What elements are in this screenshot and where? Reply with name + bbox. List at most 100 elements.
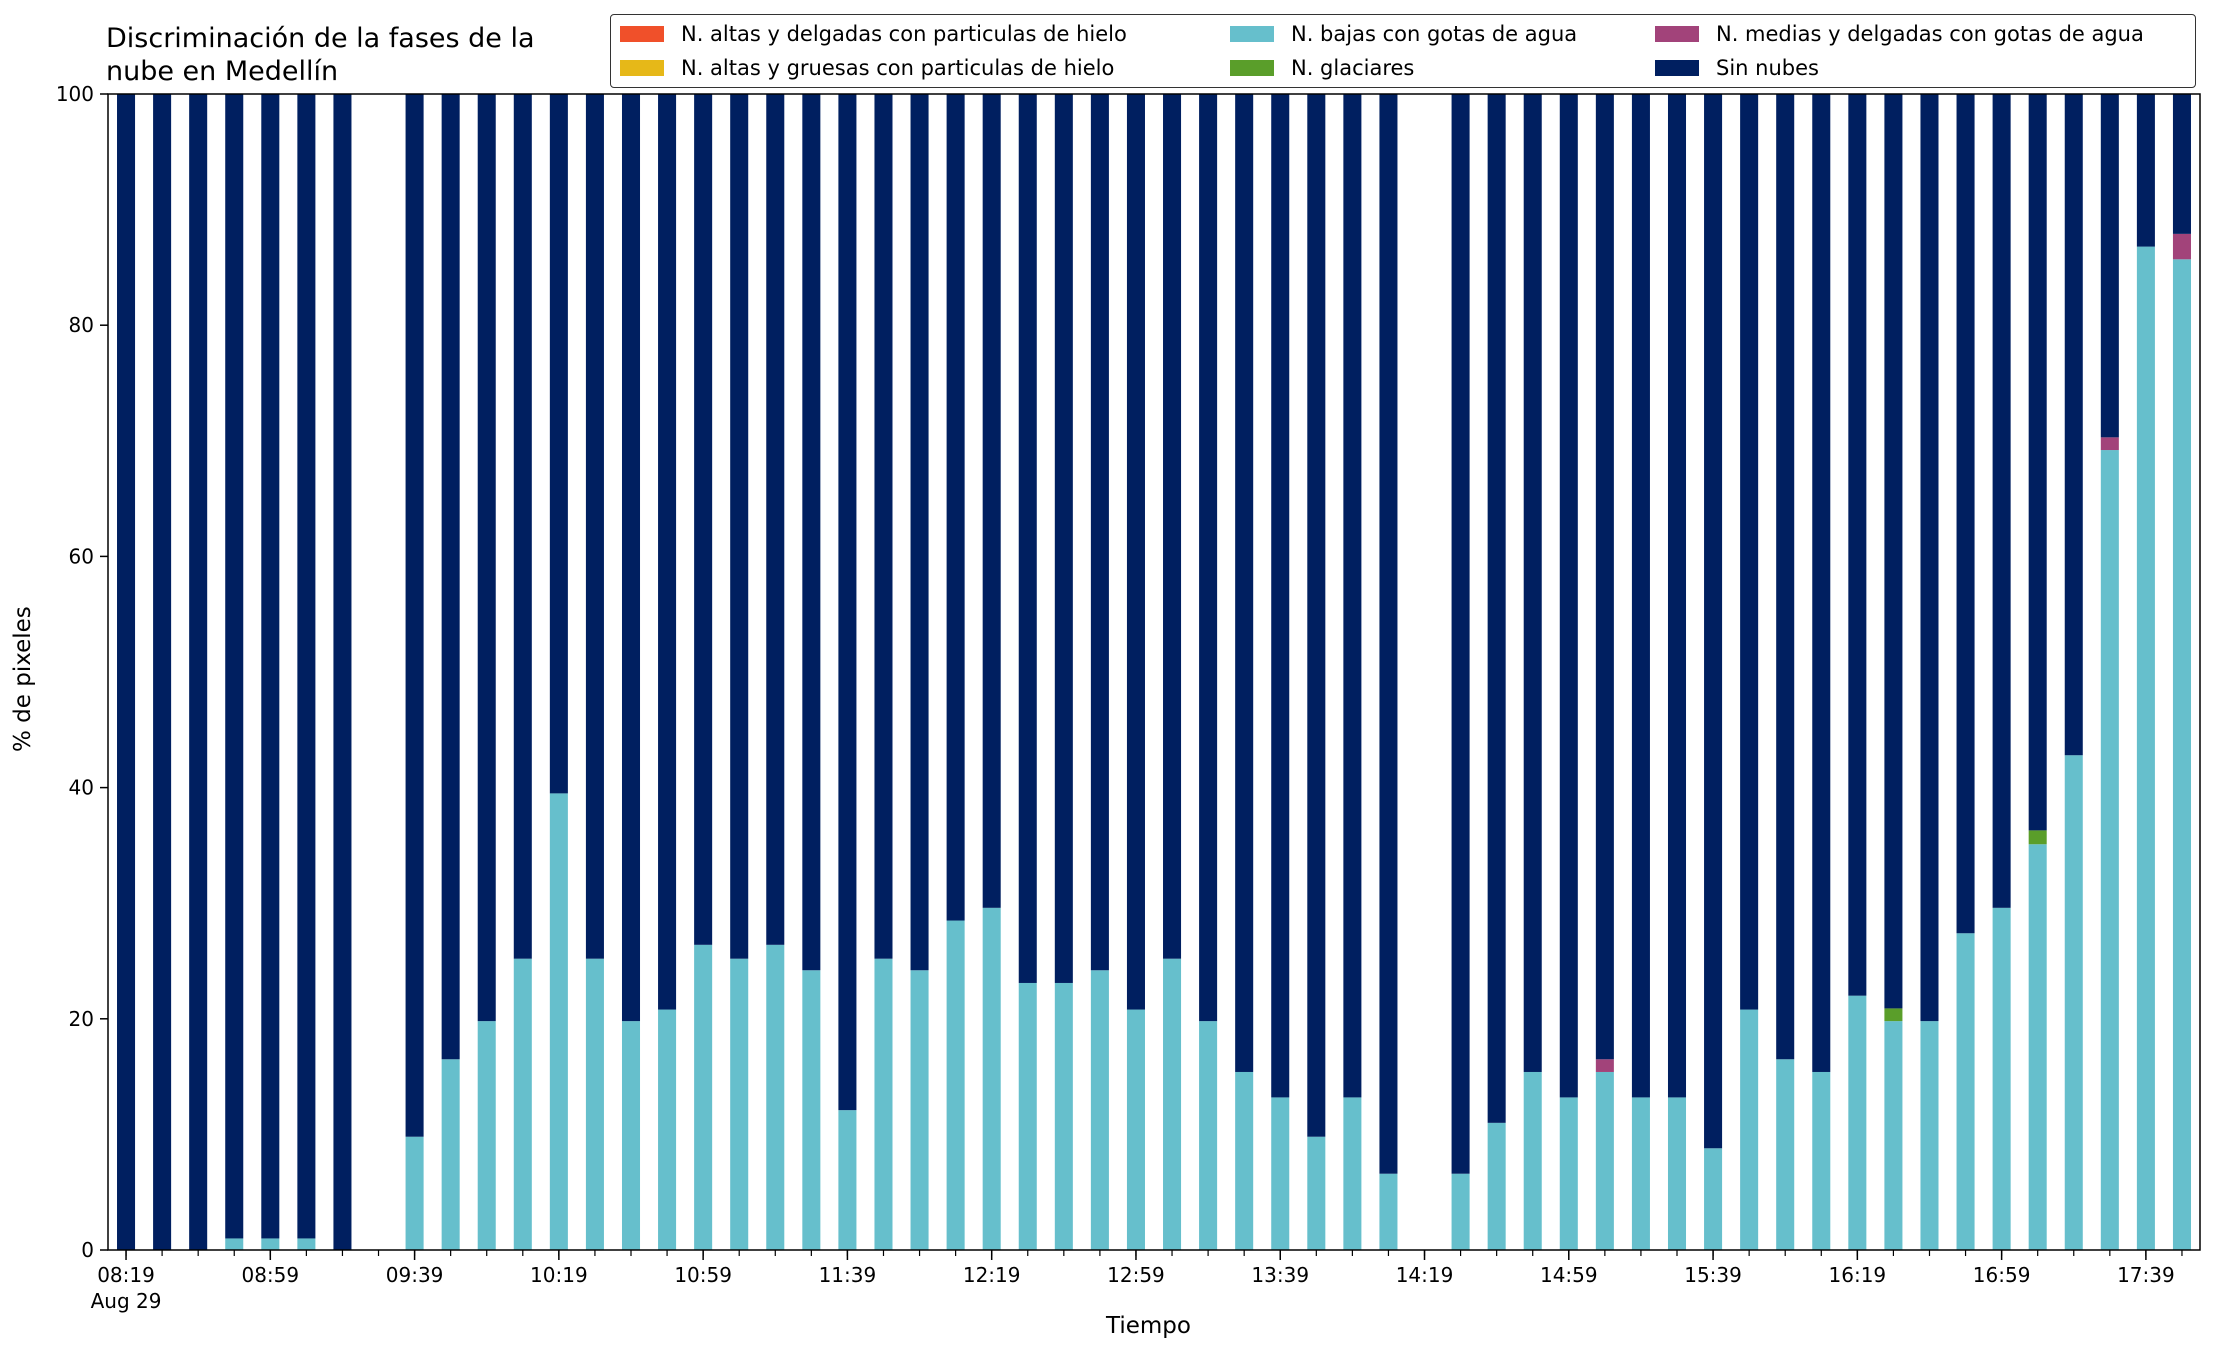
x-tick-label: 08:59	[241, 1263, 299, 1287]
legend-swatch	[1230, 60, 1274, 76]
legend: N. altas y delgadas con particulas de hi…	[610, 14, 2196, 88]
y-tick-label: 60	[69, 544, 94, 568]
bar-segment	[2172, 233, 2191, 260]
bar-segment	[1704, 1148, 1723, 1250]
x-axis: 08:19 08:59 09:39 10:19 10:59 11:39 12:19 12:59…	[91, 1250, 2183, 1313]
x-tick-label: 16:19	[1829, 1263, 1887, 1287]
x-tick-label: 11:39	[819, 1263, 877, 1287]
bar-segment	[261, 1238, 280, 1250]
y-axis-title: % de pixeles	[10, 606, 36, 752]
legend-item: N. altas y delgadas con particulas de hi…	[620, 21, 1127, 47]
bar-segment	[1487, 1122, 1506, 1250]
chart-title: Discriminación de la fases de la nube en…	[106, 22, 535, 88]
x-tick-label: 12:59	[1107, 1263, 1165, 1287]
bar-segment	[1740, 1009, 1759, 1250]
bar-segment	[2064, 755, 2083, 1250]
y-axis: 0 20 40 60 80 100	[56, 82, 108, 1262]
bar-segment	[117, 94, 136, 1250]
legend-label: N. altas y gruesas con particulas de hie…	[681, 56, 1115, 80]
bar-segment	[2172, 94, 2191, 234]
bar-segment	[694, 944, 713, 1250]
bar-segment	[477, 1021, 496, 1250]
bar-segment	[1090, 970, 1109, 1250]
bar-segment	[1163, 958, 1182, 1250]
bar-segment	[910, 970, 929, 1250]
bar-segment	[2028, 844, 2047, 1250]
bar-segment	[1920, 94, 1939, 1022]
bar-segment	[1776, 1059, 1795, 1250]
bar-segment	[1704, 94, 1723, 1149]
bar-segment	[1307, 94, 1326, 1137]
x-tick-label: 08:19	[97, 1263, 155, 1287]
bar-segment	[874, 958, 893, 1250]
bar-segment	[658, 94, 677, 1010]
legend-item: N. bajas con gotas de agua	[1230, 21, 1577, 47]
bar-segment	[1199, 1021, 1218, 1250]
bar-segment	[1126, 1009, 1145, 1250]
legend-label: N. bajas con gotas de agua	[1291, 22, 1578, 46]
legend-swatch	[1230, 26, 1274, 42]
bar-segment	[946, 94, 965, 921]
bar-segment	[297, 94, 316, 1239]
bar-segment	[549, 793, 568, 1250]
x-tick-label: 09:39	[386, 1263, 444, 1287]
bar-segment	[1776, 94, 1795, 1060]
legend-swatch	[1655, 26, 1699, 42]
legend-item: N. medias y delgadas con gotas de agua	[1655, 21, 2144, 47]
bar-segment	[477, 94, 496, 1022]
bar-segment	[405, 94, 424, 1137]
bar-segment	[1595, 1059, 1614, 1072]
bar-segment	[1379, 1173, 1398, 1250]
bar-segment	[1884, 1021, 1903, 1250]
bar-segment	[621, 1021, 641, 1250]
bar-segment	[1992, 94, 2011, 908]
bar-segment	[441, 1059, 460, 1250]
bar-segment	[1559, 1097, 1578, 1250]
bar-segment	[2028, 830, 2047, 845]
bar-segment	[1271, 94, 1290, 1098]
bar-segment	[658, 1009, 677, 1250]
bar-segment	[1523, 94, 1542, 1072]
bar-segment	[1956, 933, 1975, 1250]
bar-segment	[513, 958, 532, 1250]
x-tick-label: 10:19	[530, 1263, 588, 1287]
bar-segment	[1812, 1071, 1831, 1250]
bar-segment	[1343, 1097, 1362, 1250]
bar-segment	[1992, 907, 2011, 1250]
bar-segment	[802, 94, 821, 971]
bar-segment	[1848, 995, 1867, 1250]
bar-segment	[1199, 94, 1218, 1022]
bar-segment	[838, 1110, 857, 1250]
bar-segment	[405, 1136, 424, 1250]
bar-segment	[549, 94, 568, 794]
bar-segment	[982, 94, 1001, 908]
bar-segment	[802, 970, 821, 1250]
bar-segment	[2064, 94, 2083, 756]
bar-segment	[225, 94, 244, 1239]
bar-segment	[2100, 450, 2119, 1251]
y-tick-label: 40	[69, 776, 94, 800]
bar-segment	[1812, 94, 1831, 1072]
bar-segment	[694, 94, 713, 945]
legend-item: N. glaciares	[1230, 55, 1414, 81]
y-tick-label: 80	[69, 313, 94, 337]
bar-segment	[1054, 94, 1073, 983]
bar-segment	[910, 94, 929, 971]
bar-segment	[1884, 1008, 1903, 1022]
bar-segment	[1848, 94, 1867, 996]
bar-segment	[1631, 1097, 1650, 1250]
bar-segment	[513, 94, 532, 959]
legend-label: N. medias y delgadas con gotas de agua	[1716, 22, 2144, 46]
bar-segment	[1595, 94, 1614, 1060]
bar-segment	[1343, 94, 1362, 1098]
bar-segment	[261, 94, 280, 1239]
bar-segment	[982, 907, 1001, 1250]
bar-segment	[1667, 1097, 1687, 1250]
bar-segment	[441, 94, 460, 1060]
legend-swatch	[620, 26, 664, 42]
legend-label: Sin nubes	[1716, 56, 1819, 80]
bar-segment	[2028, 94, 2047, 831]
bar-segment	[766, 944, 785, 1250]
bar-segment	[189, 94, 208, 1250]
bar-segment	[1018, 982, 1037, 1250]
